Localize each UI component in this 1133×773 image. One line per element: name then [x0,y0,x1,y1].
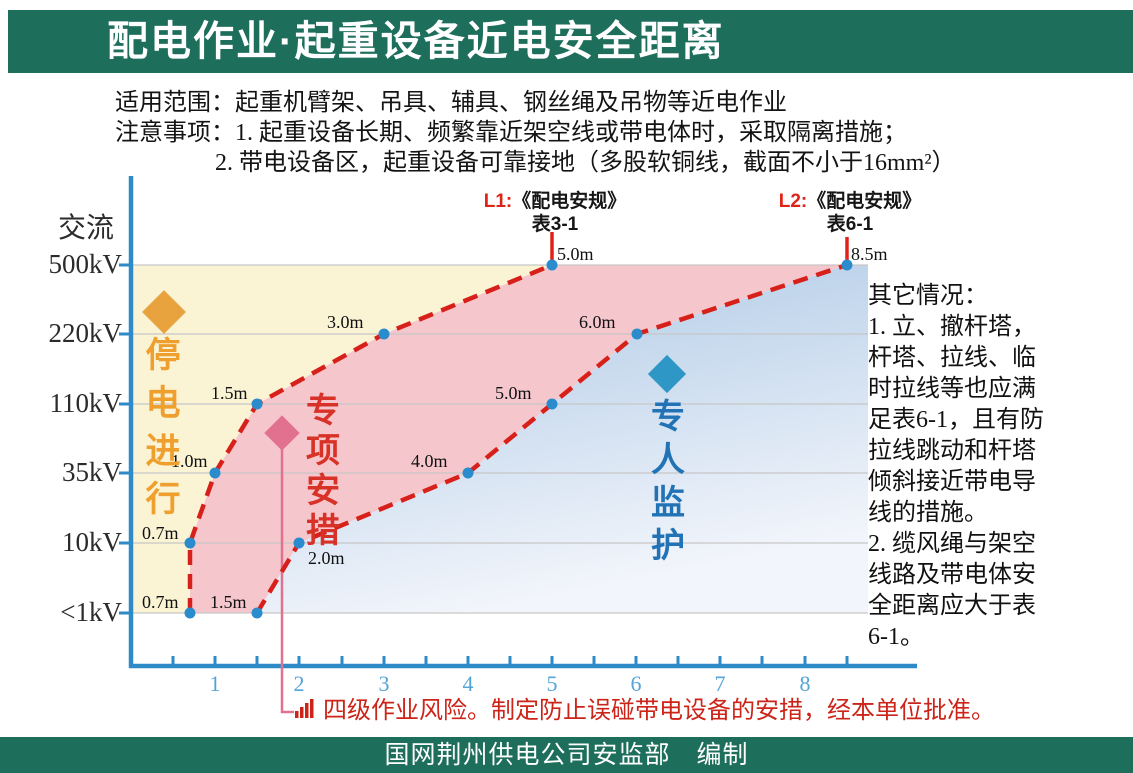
zone-special-fill [190,265,847,613]
risk-annotation-text: 四级作业风险。制定防止误碰带电设备的安措，经本单位批准。 [323,698,995,724]
point-label-l2-lt1kv: 1.5m [210,592,247,612]
point-label-l1-110kv: 1.5m [211,383,248,403]
risk-level-bars-icon [295,698,314,718]
curve-l1 [187,262,553,613]
x-tick-label-7: 7 [714,671,726,696]
y-tick-label-220kv: 220kV [48,318,123,348]
x-tick-label-8: 8 [799,671,811,696]
zone-special-label: 专项安措 [306,393,340,550]
footer-credit: 国网荆州供电公司安监部 编制 [384,741,749,769]
point-label-l1-220kv: 3.0m [327,312,364,332]
page-title: 配电作业·起重设备近电安全距离 [107,18,725,64]
y-axis-ticks [119,263,131,615]
point-label-l2-35kv: 4.0m [411,451,448,471]
x-axis-ticks [171,656,849,664]
curve-l2 [255,262,848,615]
l1-reference-label: L1:《配电安规》 表3-1 [460,190,650,236]
x-tick-label-4: 4 [462,671,474,696]
l2-reference-line1: L2:《配电安规》 [755,190,945,213]
risk-connector-line [280,446,294,714]
zone-watch-fill [257,265,868,613]
y-tick-label-35kv: 35kV [62,457,122,487]
point-label-l1-35kv: 1.0m [171,451,208,471]
zone-watch-label: 专人监护 [651,399,685,565]
data-points [184,259,853,619]
l2-prefix: L2: [778,191,808,212]
point-label-l2-10kv: 2.0m [308,548,345,568]
y-axis-title: 交流 [57,213,114,244]
point-label-l2-500kv: 8.5m [851,244,888,264]
l1-title: 《配电安规》 [512,191,627,212]
y-tick-label-110kv: 110kV [49,388,123,418]
intro-scope-line: 适用范围：起重机臂架、吊具、辅具、钢丝绳及吊物等近电作业 [115,90,787,116]
l2-table-ref: 表6-1 [826,214,874,235]
l1-prefix: L1: [483,191,513,212]
intro-note1-line: 注意事项：1. 起重设备长期、频繁靠近架空线或带电体时，采取隔离措施； [115,120,907,146]
outage-diamond-icon [142,290,186,334]
x-tick-label-2: 2 [293,671,305,696]
x-tick-label-6: 6 [630,671,642,696]
zone-outage-label: 停电进行 [145,336,181,519]
header-bar [8,10,1133,73]
x-tick-label-3: 3 [378,671,390,696]
zone-outage-fill [131,265,552,613]
gridlines [131,264,868,614]
l2-title: 《配电安规》 [807,191,922,212]
y-tick-label-500kv: 500kV [48,249,123,279]
l1-reference-line1: L1:《配电安规》 [460,190,650,213]
x-tick-label-1: 1 [209,671,221,696]
risk-annotation: 四级作业风险。制定防止误碰带电设备的安措，经本单位批准。 [294,690,995,725]
x-tick-label-5: 5 [546,671,558,696]
point-label-l1-500kv: 5.0m [557,244,594,264]
footer-bar [0,737,1133,773]
point-label-l1-lt1kv: 0.7m [142,592,179,612]
l2-reference-label: L2:《配电安规》 表6-1 [755,190,945,236]
point-label-l2-220kv: 6.0m [579,312,616,332]
y-tick-label-lt1kv: <1kV [60,597,122,627]
y-tick-label-10kv: 10kV [62,527,122,557]
l1-table-ref: 表3-1 [531,214,579,235]
other-cases-note: 其它情况： 1. 立、撤杆塔， 杆塔、拉线、临 时拉线等也应满 足表6-1，且有… [868,283,1044,650]
intro-note2-line: 2. 带电设备区，起重设备可靠接地（多股软铜线，截面不小于16mm²） [215,150,956,176]
point-label-l2-110kv: 5.0m [495,383,532,403]
point-label-l1-10kv: 0.7m [142,523,179,543]
